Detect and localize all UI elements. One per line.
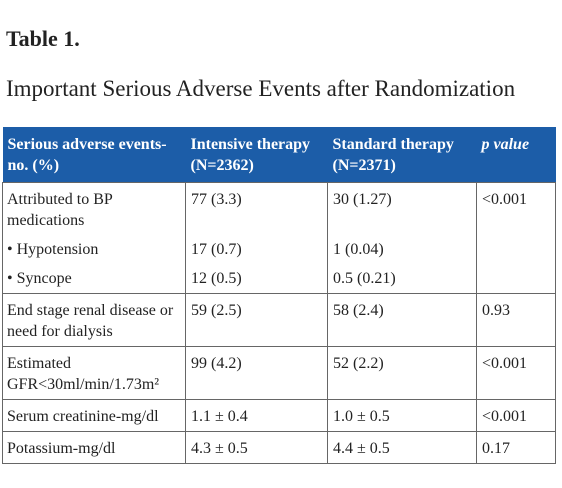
table-cell: Estimated GFR<30ml/min/1.73m² (2, 346, 186, 400)
table-cell: 59 (2.5) (185, 293, 328, 347)
table-cell: 52 (2.2) (327, 346, 477, 400)
table-cell: 12 (0.5) (185, 264, 328, 294)
table-body: Attributed to BP medications 77 (3.3) 30 (… (2, 182, 556, 464)
table-row: End stage renal disease or need for dial… (2, 293, 556, 347)
table-cell: 0.5 (0.21) (327, 264, 477, 294)
table-cell: 77 (3.3) (185, 182, 328, 235)
table-cell: 4.3 ± 0.5 (185, 431, 328, 464)
table-title: Table 1. (6, 26, 80, 51)
table-cell: 1.0 ± 0.5 (327, 399, 477, 432)
column-header: Serious adverse events-no. (%) (2, 127, 186, 183)
header-row: Serious adverse events-no. (%) Intensive … (2, 127, 556, 183)
table-cell: • Hypotension (2, 235, 186, 264)
table-cell: 58 (2.4) (327, 293, 477, 347)
table-cell: <0.001 (476, 182, 556, 235)
table-cell: 17 (0.7) (185, 235, 328, 264)
table-cell: <0.001 (476, 346, 556, 400)
table-cell: Attributed to BP medications (2, 182, 186, 235)
column-header: Standard therapy (N=2371) (327, 127, 477, 183)
table-cell: 0.93 (476, 293, 556, 347)
column-header: p value (476, 127, 556, 183)
adverse-events-table: Serious adverse events-no. (%) Intensive … (2, 127, 556, 464)
empty-cell (476, 235, 556, 264)
table-cell: 1 (0.04) (327, 235, 477, 264)
table-subtitle: Important Serious Adverse Events after R… (6, 76, 516, 101)
table-cell: <0.001 (476, 399, 556, 432)
table-cell: 1.1 ± 0.4 (185, 399, 328, 432)
table-cell: Serum creatinine-mg/dl (2, 399, 186, 432)
empty-cell (476, 264, 556, 294)
table-cell: Potassium-mg/dl (2, 431, 186, 464)
table-row: Attributed to BP medications 77 (3.3) 30 (… (2, 182, 556, 235)
column-header: Intensive therapy (N=2362) (185, 127, 328, 183)
table-cell: 0.17 (476, 431, 556, 464)
table-cell: 4.4 ± 0.5 (327, 431, 477, 464)
table-cell: 30 (1.27) (327, 182, 477, 235)
table-row: Potassium-mg/dl 4.3 ± 0.5 4.4 ± 0.5 0.17 (2, 431, 556, 464)
table-row: • Hypotension 17 (0.7) 1 (0.04) (2, 235, 556, 264)
table-row: Serum creatinine-mg/dl 1.1 ± 0.4 1.0 ± 0.5… (2, 399, 556, 432)
table-row: • Syncope 12 (0.5) 0.5 (0.21) (2, 264, 556, 294)
table-cell: 99 (4.2) (185, 346, 328, 400)
table-cell: End stage renal disease or need for dial… (2, 293, 186, 347)
table-cell: • Syncope (2, 264, 186, 294)
table-row: Estimated GFR<30ml/min/1.73m² 99 (4.2) 52 … (2, 346, 556, 400)
